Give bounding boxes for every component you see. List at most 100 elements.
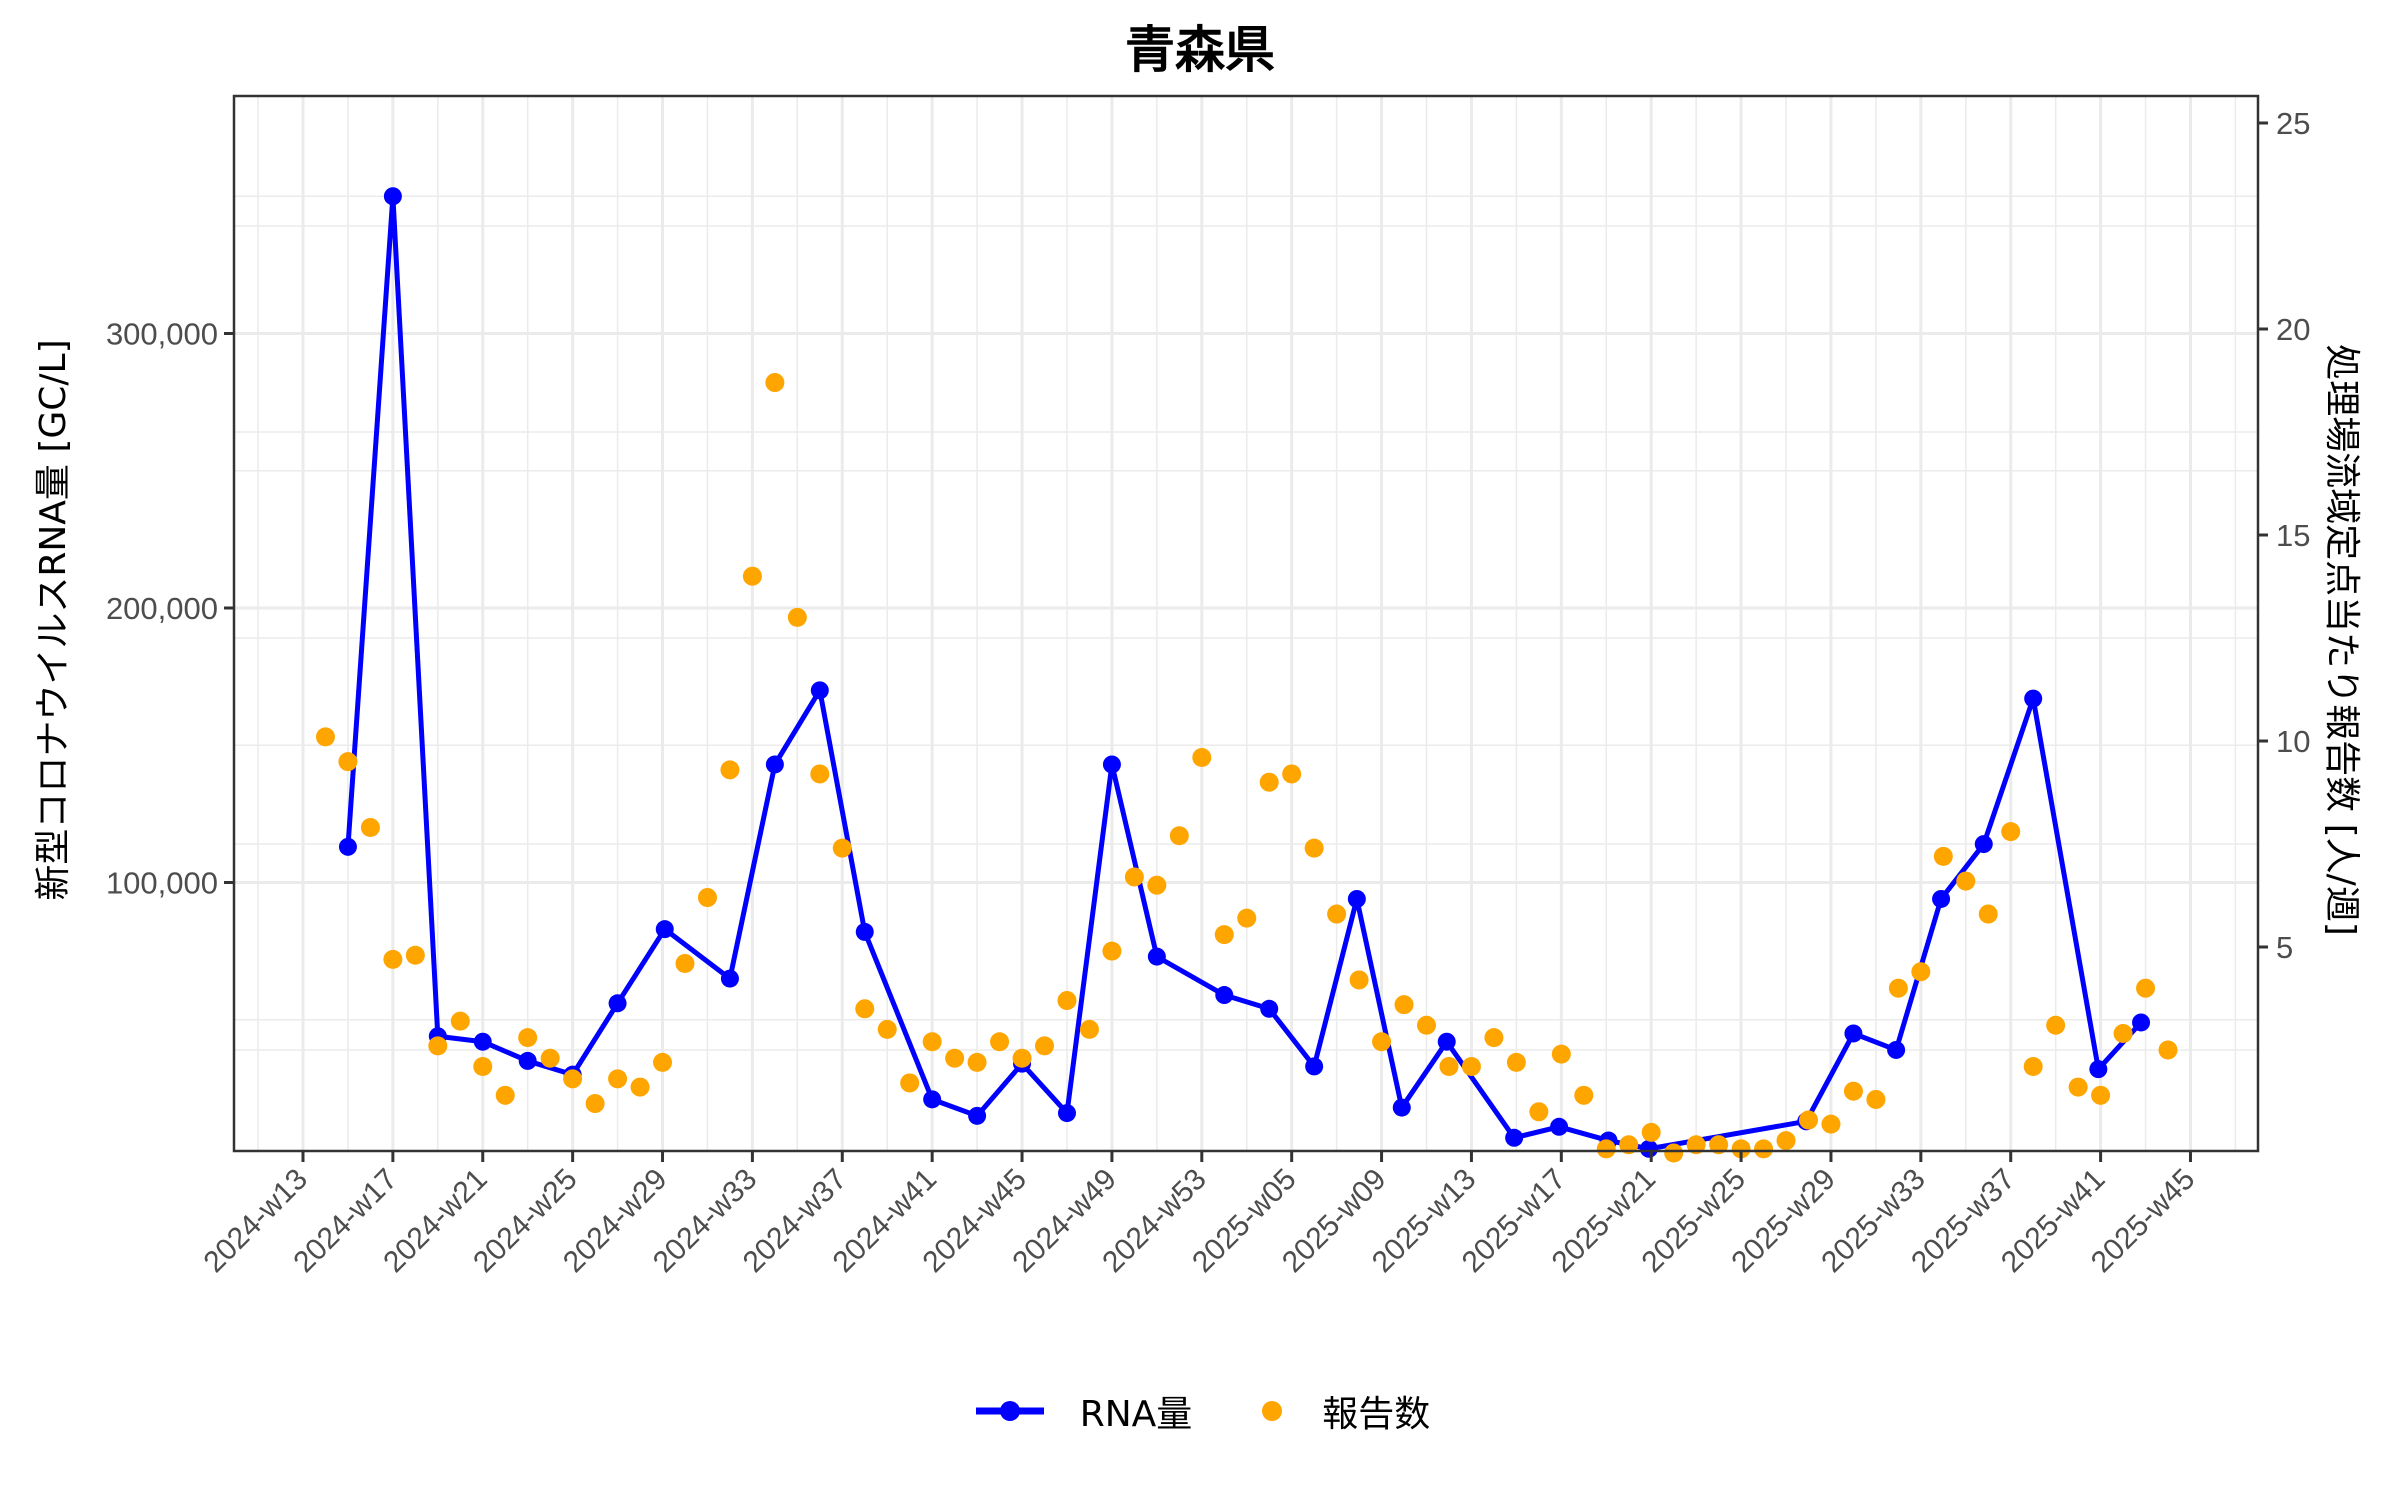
reports-point bbox=[2091, 1085, 2111, 1105]
reports-point bbox=[945, 1048, 965, 1068]
reports-point bbox=[1259, 772, 1279, 792]
reports-point bbox=[1664, 1143, 1684, 1163]
rna-point bbox=[1305, 1057, 1324, 1076]
reports-point bbox=[2046, 1015, 2066, 1035]
y-left-tick-label: 300,000 bbox=[106, 317, 218, 352]
y-axis-left-label: 新型コロナウイルスRNA量 [GC/L] bbox=[33, 339, 74, 901]
reports-point bbox=[1754, 1139, 1774, 1159]
reports-point bbox=[585, 1094, 605, 1114]
reports-point bbox=[1798, 1110, 1818, 1130]
rna-point bbox=[1057, 1104, 1076, 1123]
legend: RNA量 報告数 bbox=[0, 1385, 2400, 1437]
reports-point bbox=[2113, 1024, 2133, 1044]
rna-point bbox=[518, 1051, 537, 1070]
reports-point bbox=[900, 1073, 920, 1093]
reports-point bbox=[2068, 1077, 2088, 1097]
rna-point bbox=[1147, 947, 1166, 966]
reports-point bbox=[1888, 978, 1908, 998]
legend-label-reports: 報告数 bbox=[1322, 1394, 1431, 1435]
reports-point bbox=[765, 373, 785, 393]
rna-point bbox=[720, 969, 739, 988]
rna-point bbox=[1887, 1040, 1906, 1059]
rna-point bbox=[1932, 889, 1951, 908]
reports-point bbox=[2023, 1056, 2043, 1076]
reports-point bbox=[1192, 747, 1212, 767]
reports-point bbox=[383, 949, 403, 969]
legend-label-rna: RNA量 bbox=[1079, 1394, 1193, 1435]
reports-point bbox=[653, 1052, 673, 1072]
reports-point bbox=[697, 888, 717, 908]
rna-point bbox=[1392, 1098, 1411, 1117]
reports-point bbox=[1956, 871, 1976, 891]
reports-point bbox=[1304, 838, 1324, 858]
y-right-tick-label: 5 bbox=[2276, 930, 2293, 965]
reports-point bbox=[1911, 962, 1931, 982]
legend-item-rna: RNA量 bbox=[970, 1385, 1193, 1437]
rna-point bbox=[655, 920, 674, 939]
rna-point bbox=[2089, 1060, 2108, 1079]
axes: 100,000200,000300,0005101520252024-w1320… bbox=[106, 94, 2310, 1279]
reports-point bbox=[742, 566, 762, 586]
reports-point bbox=[1506, 1052, 1526, 1072]
series-reports bbox=[315, 373, 2178, 1163]
rna-point bbox=[473, 1032, 492, 1051]
y-left-tick-label: 100,000 bbox=[106, 866, 218, 901]
reports-point bbox=[495, 1085, 515, 1105]
reports-point bbox=[338, 752, 358, 772]
series-rna bbox=[338, 187, 2151, 1158]
chart-title: 青森県 bbox=[1125, 21, 1275, 79]
reports-point bbox=[1933, 846, 1953, 866]
reports-point bbox=[1551, 1044, 1571, 1064]
rna-point bbox=[608, 994, 627, 1013]
reports-point bbox=[1102, 941, 1122, 961]
rna-point bbox=[1974, 835, 1993, 854]
reports-point bbox=[473, 1056, 493, 1076]
rna-point bbox=[1102, 755, 1121, 774]
reports-point bbox=[1372, 1032, 1392, 1052]
reports-point bbox=[1529, 1102, 1549, 1122]
reports-point bbox=[990, 1032, 1010, 1052]
reports-point bbox=[1124, 867, 1144, 887]
reports-point bbox=[1079, 1019, 1099, 1039]
reports-point bbox=[428, 1036, 448, 1056]
reports-point bbox=[2001, 822, 2021, 842]
reports-point bbox=[967, 1052, 987, 1072]
y-left-tick-label: 200,000 bbox=[106, 591, 218, 626]
grid-lines bbox=[234, 96, 2258, 1151]
reports-point bbox=[1843, 1081, 1863, 1101]
y-right-tick-label: 20 bbox=[2276, 312, 2310, 347]
reports-point bbox=[1237, 908, 1257, 928]
rna-point bbox=[1215, 986, 1234, 1005]
line-point-icon bbox=[975, 1401, 1044, 1421]
rna-point bbox=[1437, 1032, 1456, 1051]
y-axis-right-label: 処理場流域定点当たり報告数 [人/週] bbox=[2321, 344, 2362, 936]
reports-point bbox=[360, 818, 380, 838]
reports-point bbox=[1147, 875, 1167, 895]
rna-point bbox=[1260, 999, 1279, 1018]
reports-point bbox=[877, 1019, 897, 1039]
reports-point bbox=[675, 953, 695, 973]
reports-point bbox=[2158, 1040, 2178, 1060]
reports-point bbox=[1417, 1015, 1436, 1035]
reports-point bbox=[922, 1032, 942, 1052]
y-right-tick-label: 10 bbox=[2276, 724, 2310, 759]
dot-icon bbox=[1262, 1401, 1283, 1421]
reports-point bbox=[1349, 970, 1369, 990]
reports-point bbox=[630, 1077, 650, 1097]
rna-point bbox=[1844, 1024, 1863, 1043]
rna-point bbox=[383, 187, 402, 206]
y-right-tick-label: 15 bbox=[2276, 518, 2310, 553]
y-right-tick-label: 25 bbox=[2276, 106, 2310, 141]
reports-point bbox=[1978, 904, 1998, 924]
rna-point bbox=[2024, 689, 2043, 708]
reports-point bbox=[1057, 991, 1077, 1011]
reports-point bbox=[1484, 1028, 1504, 1048]
reports-point bbox=[1035, 1036, 1055, 1056]
reports-point bbox=[720, 760, 740, 780]
rna-point bbox=[1347, 889, 1366, 908]
rna-point bbox=[968, 1106, 987, 1125]
reports-point bbox=[405, 945, 425, 965]
rna-point bbox=[810, 681, 829, 700]
reports-point bbox=[2136, 978, 2156, 998]
